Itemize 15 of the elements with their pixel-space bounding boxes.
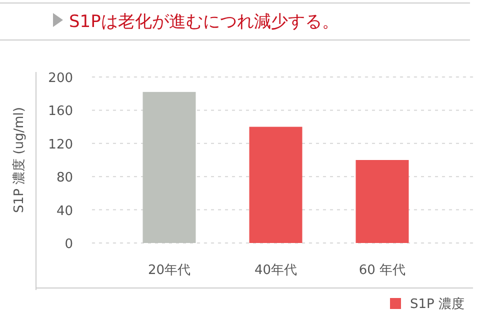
x-tick-label: 60 年代 bbox=[358, 263, 406, 278]
bar bbox=[142, 92, 196, 243]
legend-label: S1P 濃度 bbox=[410, 296, 464, 312]
y-tick-label: 120 bbox=[48, 137, 73, 152]
y-tick-label: 80 bbox=[56, 170, 73, 186]
y-tick-label: 40 bbox=[56, 204, 73, 219]
x-tick-label: 40年代 bbox=[254, 263, 298, 278]
y-tick-label: 160 bbox=[48, 104, 73, 120]
bar bbox=[356, 160, 409, 243]
y-axis-title: S1P 濃度 (ug/ml) bbox=[11, 107, 27, 213]
chart-title: S1Pは老化が進むにつれ減少する。 bbox=[69, 12, 339, 32]
bar bbox=[249, 126, 302, 243]
y-tick-label: 0 bbox=[64, 237, 73, 252]
y-tick-label: 200 bbox=[48, 71, 73, 86]
x-tick-label: 20年代 bbox=[148, 263, 191, 278]
